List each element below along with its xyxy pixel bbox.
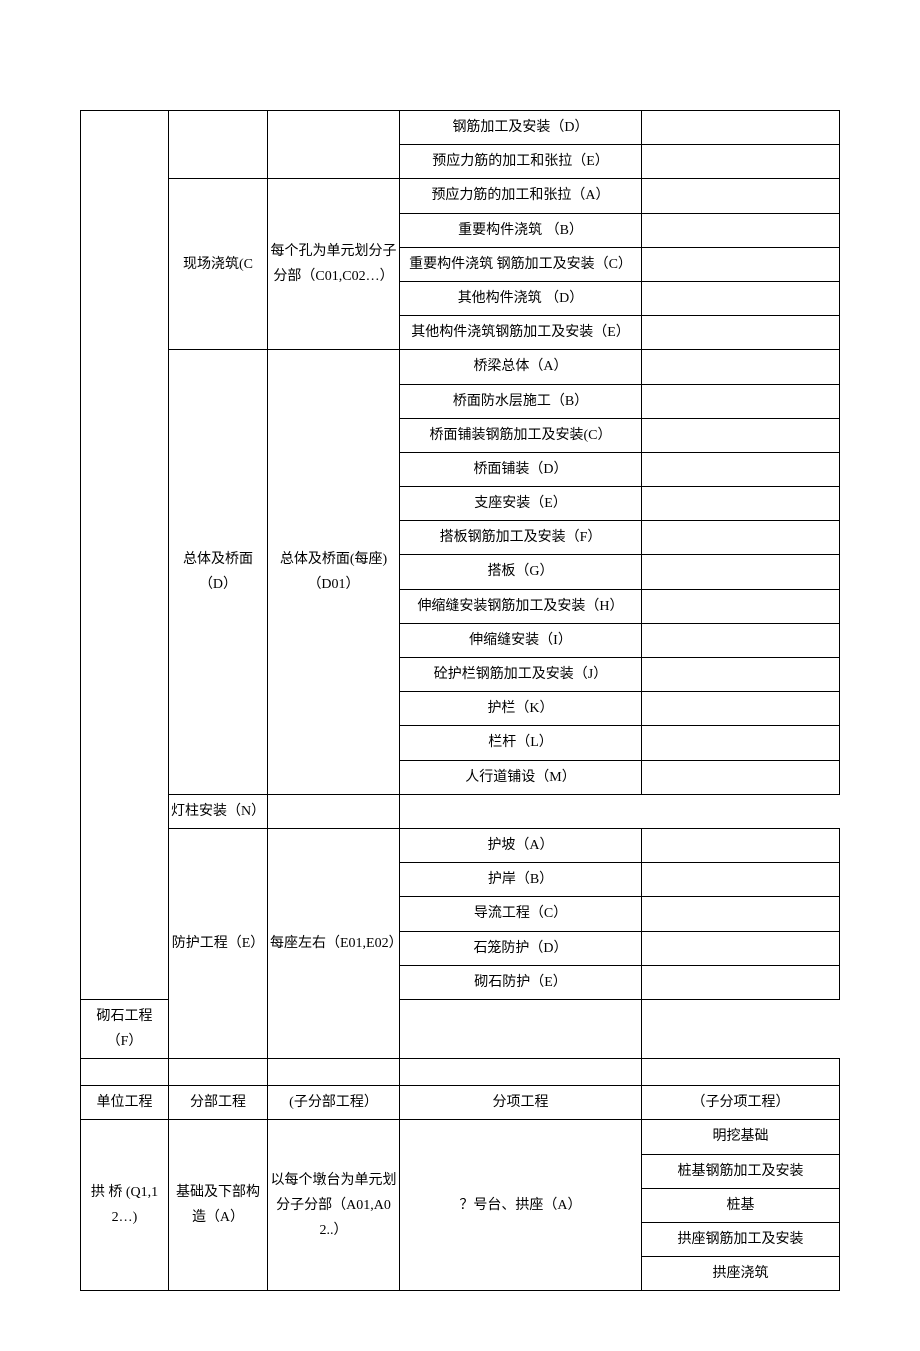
table-cell: 单位工程	[81, 1086, 169, 1120]
table-cell	[642, 179, 840, 213]
table-cell	[642, 384, 840, 418]
table-cell	[642, 521, 840, 555]
table-cell: ？号台、拱座（A）	[400, 1120, 642, 1291]
table-cell	[642, 145, 840, 179]
table-cell: 预应力筋的加工和张拉（E）	[400, 145, 642, 179]
table-cell	[169, 1059, 268, 1086]
table-cell: 现场浇筑(C	[169, 179, 268, 350]
table-cell	[642, 931, 840, 965]
table-cell: 其他构件浇筑钢筋加工及安装（E）	[400, 316, 642, 350]
table-row	[81, 1059, 840, 1086]
table-row: 现场浇筑(C每个孔为单元划分子分部（C01,C02…）预应力筋的加工和张拉（A）	[81, 179, 840, 213]
table-cell: 支座安装（E）	[400, 487, 642, 521]
table-cell	[642, 111, 840, 145]
table-cell: 每座左右（E01,E02）	[268, 828, 400, 1058]
table-cell: 其他构件浇筑 （D）	[400, 281, 642, 315]
table-cell: 拱 桥 (Q1,12…)	[81, 1120, 169, 1291]
table-cell	[268, 794, 400, 828]
table-cell	[642, 452, 840, 486]
table-cell: 导流工程（C）	[400, 897, 642, 931]
table-cell	[169, 111, 268, 179]
table-cell: 钢筋加工及安装（D）	[400, 111, 642, 145]
table-cell: 伸缩缝安装钢筋加工及安装（H）	[400, 589, 642, 623]
table-cell: 搭板（G）	[400, 555, 642, 589]
table-cell: 砌石防护（E）	[400, 965, 642, 999]
table-cell: 伸缩缝安装（I）	[400, 623, 642, 657]
table-cell	[642, 281, 840, 315]
table-cell	[642, 316, 840, 350]
table-cell	[642, 418, 840, 452]
table-cell: （子分项工程）	[642, 1086, 840, 1120]
table-cell	[642, 623, 840, 657]
table-cell: 灯柱安装（N）	[169, 794, 268, 828]
table-cell: 以每个墩台为单元划分子分部（A01,A02..）	[268, 1120, 400, 1291]
table-cell: 护坡（A）	[400, 828, 642, 862]
table-row: 总体及桥面（D）总体及桥面(每座)（D01）桥梁总体（A）	[81, 350, 840, 384]
table-cell: 分项工程	[400, 1086, 642, 1120]
table-cell	[400, 999, 642, 1058]
table-cell	[642, 897, 840, 931]
table-cell	[642, 965, 840, 999]
table-cell: 总体及桥面（D）	[169, 350, 268, 794]
table-cell	[642, 726, 840, 760]
table-cell: 拱座浇筑	[642, 1257, 840, 1291]
table-cell: 护岸（B）	[400, 863, 642, 897]
table-cell: 桥梁总体（A）	[400, 350, 642, 384]
table-cell	[642, 589, 840, 623]
table-cell: 桥面铺装（D）	[400, 452, 642, 486]
table-cell: 人行道铺设（M）	[400, 760, 642, 794]
table-row: 单位工程分部工程(子分部工程）分项工程（子分项工程）	[81, 1086, 840, 1120]
table-cell	[642, 487, 840, 521]
table-cell	[642, 760, 840, 794]
table-cell: 基础及下部构造（A）	[169, 1120, 268, 1291]
table-cell	[642, 658, 840, 692]
table-cell	[642, 863, 840, 897]
table-row: 灯柱安装（N）	[81, 794, 840, 828]
table-cell: 防护工程（E）	[169, 828, 268, 1058]
table-cell: (子分部工程）	[268, 1086, 400, 1120]
table-cell	[268, 111, 400, 179]
table-cell: 砌石工程（F）	[81, 999, 169, 1058]
table-cell	[642, 247, 840, 281]
table-cell: 预应力筋的加工和张拉（A）	[400, 179, 642, 213]
table-cell	[642, 213, 840, 247]
table-cell: 桩基	[642, 1188, 840, 1222]
table-cell	[81, 1059, 169, 1086]
table-cell: 每个孔为单元划分子分部（C01,C02…）	[268, 179, 400, 350]
table-row: 防护工程（E）每座左右（E01,E02）护坡（A）	[81, 828, 840, 862]
table-cell: 重要构件浇筑 （B）	[400, 213, 642, 247]
table-cell: 明挖基础	[642, 1120, 840, 1154]
table-cell: 砼护栏钢筋加工及安装（J）	[400, 658, 642, 692]
table-cell: 重要构件浇筑 钢筋加工及安装（C）	[400, 247, 642, 281]
table-cell	[642, 555, 840, 589]
table-row: 拱 桥 (Q1,12…)基础及下部构造（A）以每个墩台为单元划分子分部（A01,…	[81, 1120, 840, 1154]
table-cell: 护栏（K）	[400, 692, 642, 726]
table-cell: 分部工程	[169, 1086, 268, 1120]
page-container: 钢筋加工及安装（D）预应力筋的加工和张拉（E）现场浇筑(C每个孔为单元划分子分部…	[80, 110, 840, 1291]
table-cell	[81, 111, 169, 1000]
table-cell: 栏杆（L）	[400, 726, 642, 760]
table-cell	[642, 828, 840, 862]
table-cell: 拱座钢筋加工及安装	[642, 1223, 840, 1257]
table-cell	[642, 692, 840, 726]
table-cell	[642, 1059, 840, 1086]
table-cell: 总体及桥面(每座)（D01）	[268, 350, 400, 794]
table-row: 钢筋加工及安装（D）	[81, 111, 840, 145]
table-cell	[400, 1059, 642, 1086]
table-cell: 搭板钢筋加工及安装（F）	[400, 521, 642, 555]
table-cell: 桥面防水层施工（B）	[400, 384, 642, 418]
engineering-table: 钢筋加工及安装（D）预应力筋的加工和张拉（E）现场浇筑(C每个孔为单元划分子分部…	[80, 110, 840, 1291]
table-cell	[642, 350, 840, 384]
table-cell: 桥面铺装钢筋加工及安装(C）	[400, 418, 642, 452]
table-cell: 桩基钢筋加工及安装	[642, 1154, 840, 1188]
table-cell	[268, 1059, 400, 1086]
table-cell: 石笼防护（D）	[400, 931, 642, 965]
